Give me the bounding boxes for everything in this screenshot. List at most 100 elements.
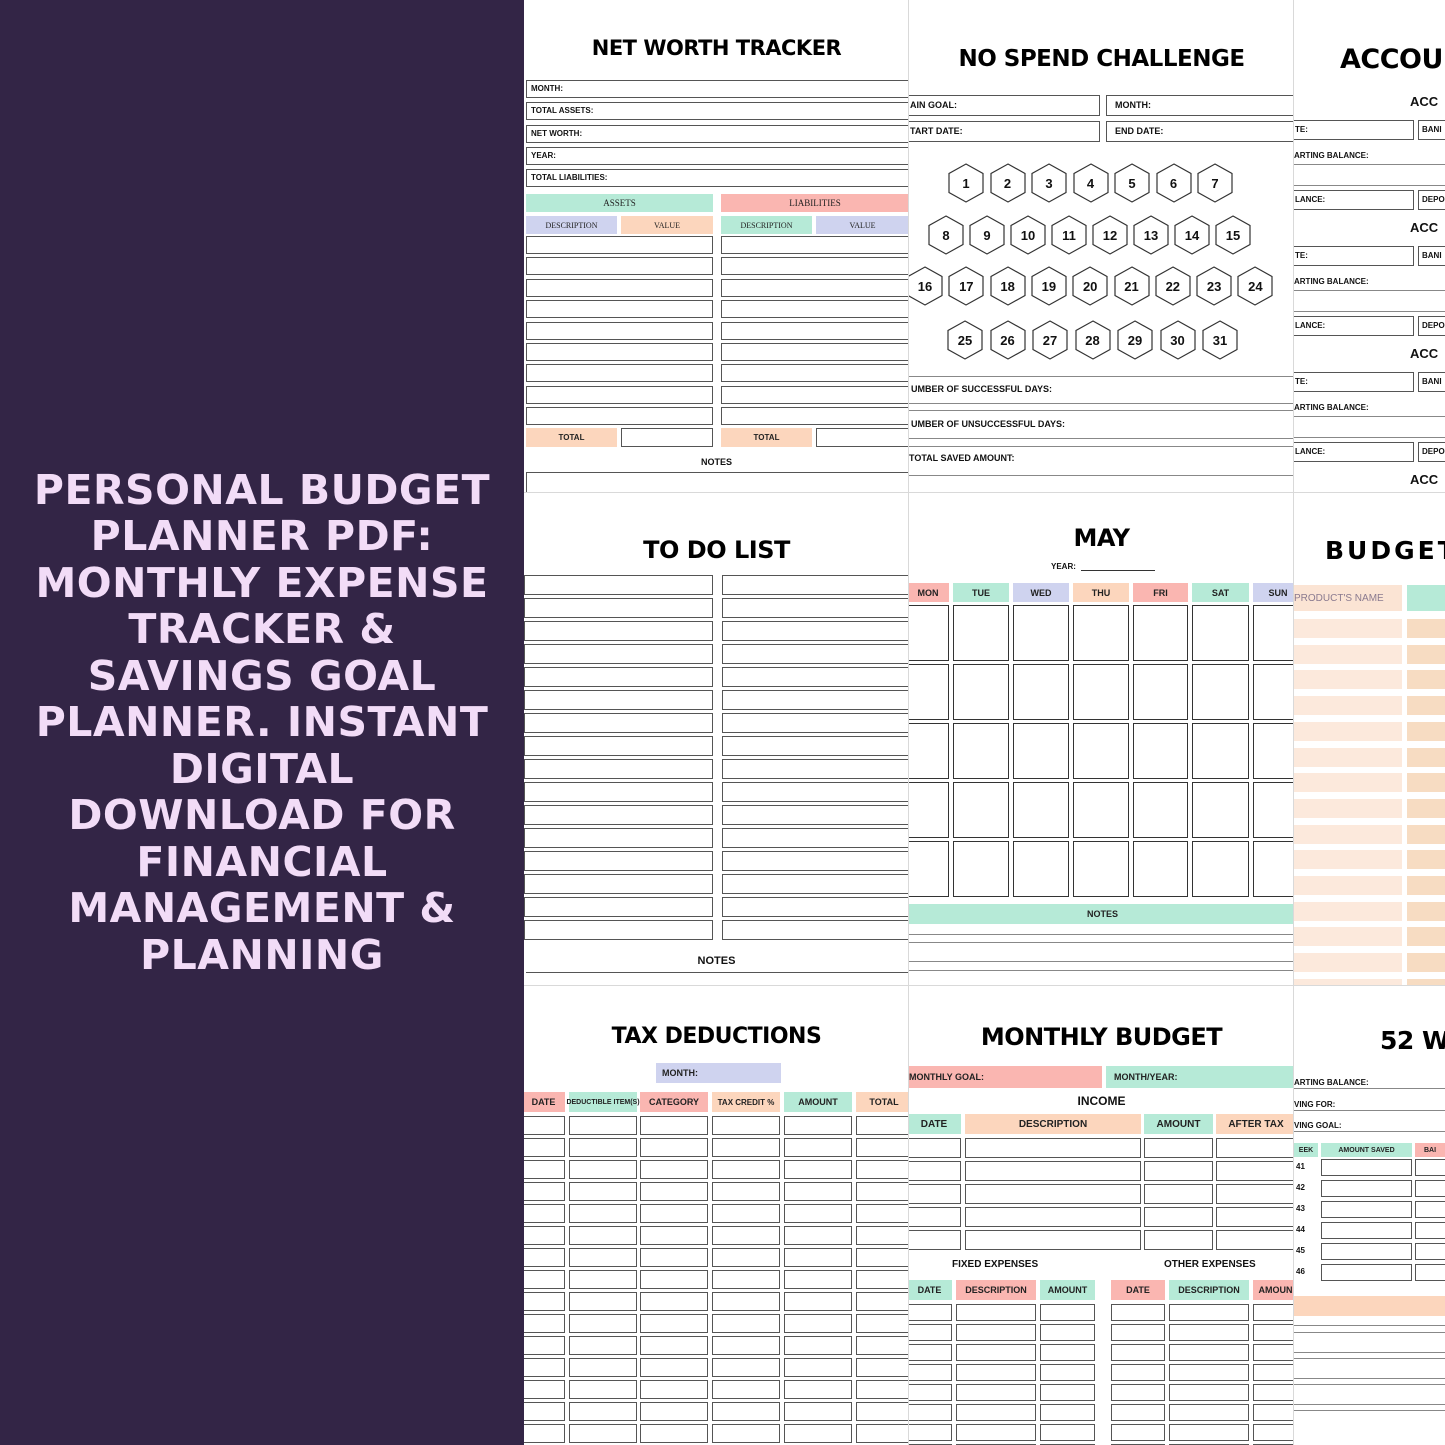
tax-cell[interactable]: [569, 1182, 637, 1201]
assets-total-field[interactable]: [621, 428, 713, 447]
tax-cell[interactable]: [712, 1292, 780, 1311]
liability-row[interactable]: [721, 343, 909, 361]
todo-item[interactable]: [524, 690, 713, 710]
tax-cell[interactable]: [524, 1138, 565, 1157]
tax-cell[interactable]: [856, 1160, 909, 1179]
calendar-day-cell[interactable]: [1192, 782, 1249, 838]
amount-saved-cell[interactable]: [1321, 1201, 1412, 1218]
calendar-day-cell[interactable]: [1192, 723, 1249, 779]
field-box[interactable]: MONTH:: [526, 80, 909, 98]
other-expense-cell[interactable]: [1111, 1304, 1165, 1321]
todo-item[interactable]: [722, 621, 909, 641]
tax-cell[interactable]: [640, 1160, 708, 1179]
calendar-day-cell[interactable]: [1013, 782, 1069, 838]
calendar-day-cell[interactable]: [1253, 841, 1294, 897]
tax-cell[interactable]: [856, 1292, 909, 1311]
todo-item[interactable]: [524, 920, 713, 940]
tax-cell[interactable]: [712, 1182, 780, 1201]
fixed-expense-cell[interactable]: [1040, 1424, 1095, 1441]
liability-row[interactable]: [721, 385, 909, 404]
day-hexagon[interactable]: 1: [947, 163, 985, 203]
calendar-day-cell[interactable]: [1192, 664, 1249, 720]
main-goal-field[interactable]: AIN GOAL:: [909, 95, 1100, 116]
fixed-expense-cell[interactable]: [956, 1364, 1036, 1381]
todo-item[interactable]: [524, 713, 713, 733]
todo-item[interactable]: [722, 897, 909, 917]
fixed-expense-cell[interactable]: [1040, 1364, 1095, 1381]
tax-cell[interactable]: [784, 1270, 852, 1289]
calendar-day-cell[interactable]: [909, 841, 949, 897]
tax-cell[interactable]: [640, 1424, 708, 1443]
income-cell[interactable]: [1216, 1161, 1294, 1181]
tax-cell[interactable]: [524, 1424, 565, 1443]
balance-field[interactable]: LANCE:: [1294, 442, 1414, 462]
calendar-day-cell[interactable]: [1013, 664, 1069, 720]
income-cell[interactable]: [1144, 1207, 1213, 1227]
day-hexagon[interactable]: 8: [927, 215, 965, 255]
fixed-expense-cell[interactable]: [956, 1424, 1036, 1441]
other-expense-cell[interactable]: [1253, 1424, 1294, 1441]
balance-field[interactable]: LANCE:: [1294, 316, 1414, 336]
other-expense-cell[interactable]: [1111, 1364, 1165, 1381]
todo-item[interactable]: [722, 828, 909, 848]
todo-item[interactable]: [524, 736, 713, 756]
todo-item[interactable]: [722, 874, 909, 894]
tax-cell[interactable]: [856, 1402, 909, 1421]
tax-cell[interactable]: [569, 1270, 637, 1289]
tax-cell[interactable]: [640, 1270, 708, 1289]
other-expense-cell[interactable]: [1169, 1384, 1249, 1401]
tax-cell[interactable]: [784, 1314, 852, 1333]
day-hexagon[interactable]: 2: [989, 163, 1027, 203]
income-cell[interactable]: [1216, 1207, 1294, 1227]
day-hexagon[interactable]: 9: [968, 215, 1006, 255]
tax-cell[interactable]: [524, 1182, 565, 1201]
tax-cell[interactable]: [712, 1402, 780, 1421]
todo-item[interactable]: [524, 828, 713, 848]
other-expense-cell[interactable]: [1253, 1384, 1294, 1401]
tax-cell[interactable]: [784, 1160, 852, 1179]
tax-cell[interactable]: [640, 1358, 708, 1377]
todo-item[interactable]: [722, 736, 909, 756]
todo-item[interactable]: [722, 851, 909, 871]
asset-row[interactable]: [526, 407, 713, 426]
todo-item[interactable]: [524, 805, 713, 825]
date-field[interactable]: TE:: [1294, 372, 1414, 392]
balance-cell[interactable]: [1415, 1201, 1445, 1218]
tax-cell[interactable]: [856, 1314, 909, 1333]
calendar-day-cell[interactable]: [1133, 605, 1188, 661]
balance-cell[interactable]: [1415, 1222, 1445, 1239]
income-cell[interactable]: [1216, 1138, 1294, 1158]
tax-cell[interactable]: [784, 1138, 852, 1157]
fixed-expense-cell[interactable]: [1040, 1324, 1095, 1341]
field-box[interactable]: YEAR:: [526, 146, 909, 165]
asset-row[interactable]: [526, 321, 713, 340]
other-expense-cell[interactable]: [1253, 1304, 1294, 1321]
tax-cell[interactable]: [640, 1138, 708, 1157]
tax-cell[interactable]: [569, 1226, 637, 1245]
day-hexagon[interactable]: 24: [1236, 266, 1274, 306]
tax-cell[interactable]: [712, 1270, 780, 1289]
fixed-expense-cell[interactable]: [909, 1364, 952, 1381]
other-expense-cell[interactable]: [1111, 1384, 1165, 1401]
tax-cell[interactable]: [784, 1226, 852, 1245]
calendar-day-cell[interactable]: [1013, 723, 1069, 779]
field-box[interactable]: TOTAL ASSETS:: [526, 102, 909, 121]
tax-cell[interactable]: [856, 1116, 909, 1135]
tax-cell[interactable]: [784, 1336, 852, 1355]
calendar-day-cell[interactable]: [953, 605, 1009, 661]
liability-row[interactable]: [721, 236, 909, 254]
todo-item[interactable]: [722, 598, 909, 618]
income-cell[interactable]: [1144, 1230, 1213, 1250]
tax-cell[interactable]: [784, 1380, 852, 1399]
tax-cell[interactable]: [524, 1226, 565, 1245]
fixed-expense-cell[interactable]: [909, 1404, 952, 1421]
tax-cell[interactable]: [640, 1314, 708, 1333]
other-expense-cell[interactable]: [1253, 1364, 1294, 1381]
tax-cell[interactable]: [712, 1226, 780, 1245]
tax-cell[interactable]: [712, 1116, 780, 1135]
day-hexagon[interactable]: 28: [1074, 320, 1112, 360]
fixed-expense-cell[interactable]: [909, 1384, 952, 1401]
liability-row[interactable]: [721, 257, 909, 276]
day-hexagon[interactable]: 17: [947, 266, 985, 306]
amount-saved-cell[interactable]: [1321, 1222, 1412, 1239]
